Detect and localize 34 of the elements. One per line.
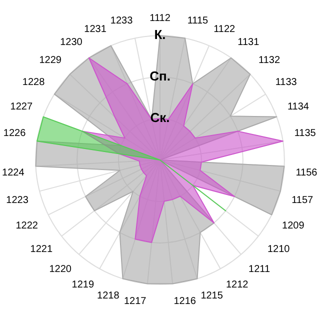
- spoke-label: 1157: [292, 194, 314, 206]
- spoke-label: 1217: [124, 296, 147, 307]
- spoke-label: 1233: [110, 16, 134, 27]
- spoke-label: 1231: [84, 24, 107, 35]
- y-tick-label: Сп.: [150, 68, 170, 84]
- y-tick-label: К.: [154, 27, 166, 42]
- spoke-label: 1115: [187, 16, 209, 27]
- spoke-label: 1215: [200, 290, 224, 302]
- spoke-label: 1230: [60, 37, 83, 48]
- spoke-label: 1228: [22, 76, 46, 88]
- spoke-label: 1223: [6, 194, 29, 206]
- spoke-label: 1210: [267, 244, 290, 255]
- spoke-label: 1229: [39, 55, 62, 66]
- spoke-label: 1131: [238, 37, 260, 48]
- spoke-label: 1122: [214, 24, 236, 35]
- spoke-label: 1135: [294, 128, 316, 140]
- spoke-label: 1211: [248, 264, 270, 275]
- spoke-label: 1212: [226, 280, 249, 291]
- spoke-label: 1134: [287, 102, 310, 113]
- spoke-label: 1218: [97, 290, 120, 302]
- spoke-label: 1226: [3, 128, 26, 140]
- spoke-label: 1133: [275, 76, 298, 88]
- spoke-label: 1219: [72, 280, 94, 291]
- spoke-label: 1227: [10, 102, 33, 113]
- spoke-label: 1216: [174, 296, 196, 307]
- spoke-label: 1112: [150, 12, 171, 24]
- spoke-label: 1224: [2, 168, 25, 179]
- spoke-label: 1209: [282, 220, 305, 232]
- spoke-label: 1156: [296, 168, 318, 179]
- y-tick-label: Ск.: [150, 110, 170, 126]
- spoke-label: 1222: [16, 220, 38, 232]
- spoke-label: 1132: [258, 55, 280, 66]
- spoke-label: 1220: [49, 264, 72, 275]
- spoke-label: 1221: [30, 244, 53, 255]
